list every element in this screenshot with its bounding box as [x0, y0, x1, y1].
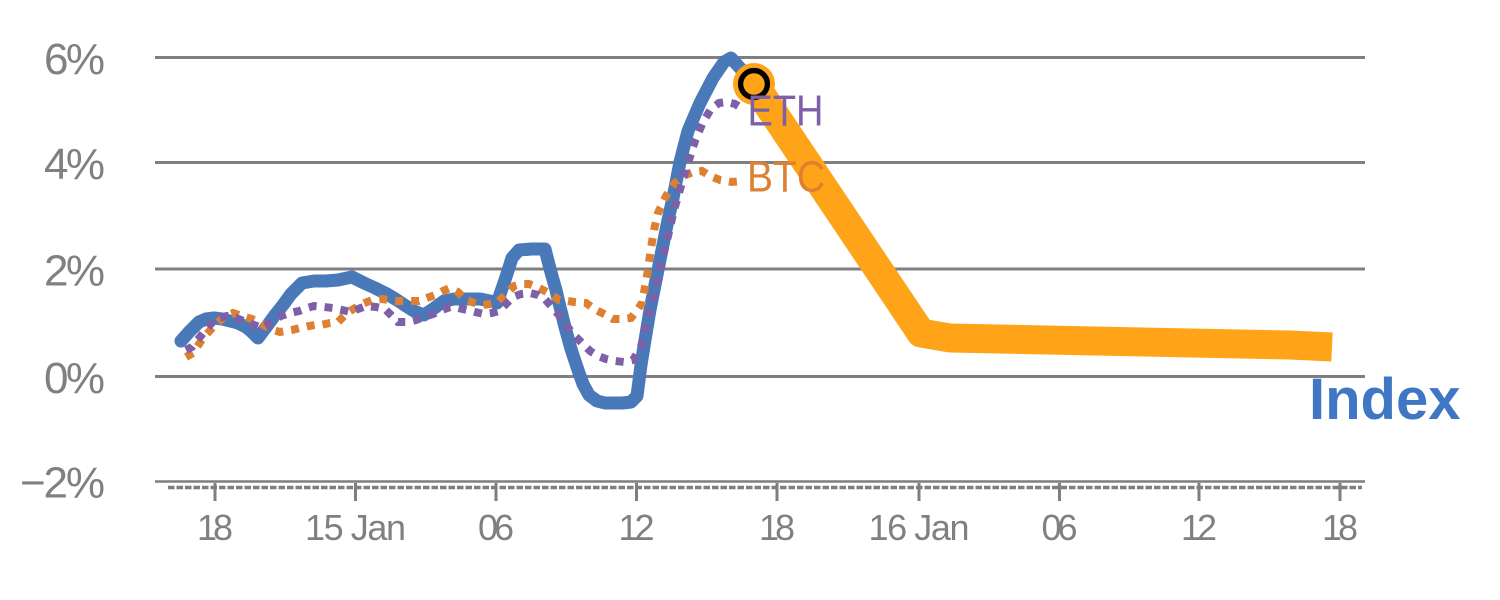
svg-text:15 Jan: 15 Jan	[305, 507, 406, 548]
svg-text:16 Jan: 16 Jan	[869, 507, 970, 548]
svg-text:18: 18	[1322, 507, 1358, 548]
svg-text:−2%: −2%	[20, 459, 105, 508]
svg-text:12: 12	[1181, 507, 1217, 548]
svg-text:18: 18	[197, 507, 233, 548]
svg-text:ETH: ETH	[748, 87, 824, 136]
svg-text:2%: 2%	[44, 247, 105, 296]
svg-text:Index: Index	[1309, 367, 1461, 432]
svg-text:12: 12	[619, 507, 655, 548]
svg-text:06: 06	[478, 507, 514, 548]
svg-text:BTC: BTC	[747, 153, 825, 202]
svg-text:6%: 6%	[44, 35, 105, 84]
svg-text:18: 18	[759, 507, 795, 548]
svg-text:4%: 4%	[44, 140, 105, 189]
svg-text:0%: 0%	[44, 354, 105, 403]
svg-text:06: 06	[1042, 507, 1078, 548]
